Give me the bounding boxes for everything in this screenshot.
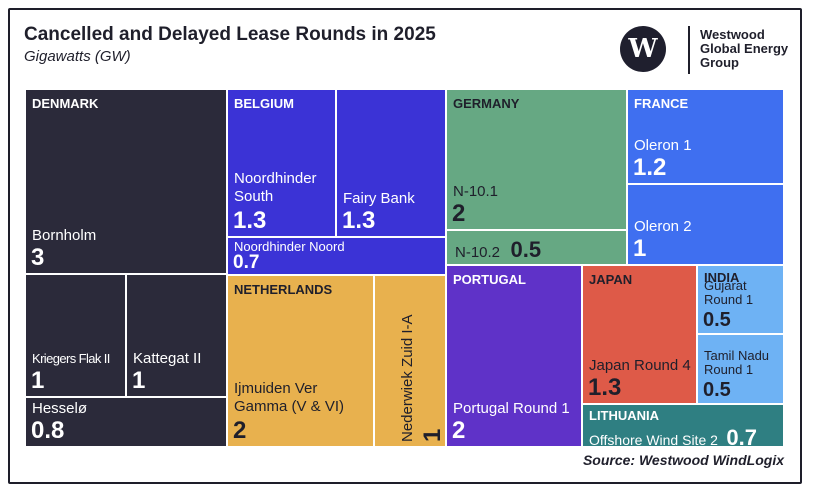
country-label-germany: GERMANY xyxy=(453,96,520,111)
treemap-cell-oleron-2: Oleron 2 1 xyxy=(626,183,785,266)
logo-divider xyxy=(688,26,690,74)
cell-name-n-10-2: N-10.2 xyxy=(455,244,501,261)
cell-value-offshore-wind-site-2: 0.7 xyxy=(726,425,757,448)
cell-name-noordhinder-noord: Noordhinder Noord xyxy=(234,239,345,254)
country-label-japan: JAPAN xyxy=(589,272,633,287)
country-label-portugal: PORTUGAL xyxy=(453,272,526,287)
cell-value-portugal-round-1: 2 xyxy=(452,417,466,444)
source-note: Source: Westwood WindLogix xyxy=(582,452,784,468)
cell-name-noordhinder-south: Noordhinder South xyxy=(234,170,317,205)
treemap-cell-japan-round-4: JAPAN Japan Round 4 1.3 xyxy=(581,264,698,405)
cell-value-kattegat-ii: 1 xyxy=(132,367,146,394)
treemap-cell-hesselo: Hesselø 0.8 xyxy=(24,396,228,448)
cell-value-fairy-bank: 1.3 xyxy=(342,207,376,234)
logo-line-2: Global Energy xyxy=(700,41,789,56)
westwood-logo-icon: W xyxy=(620,26,666,72)
cell-name-nederwiek-zuid: Nederwiek Zuid I-A xyxy=(399,314,416,442)
cell-value-bornholm: 3 xyxy=(31,244,45,271)
cell-value-n-10-2: 0.5 xyxy=(510,237,542,262)
cell-value-kriegers-flak-ii: 1 xyxy=(31,367,45,394)
cell-name-bornholm: Bornholm xyxy=(32,227,97,244)
cell-name-japan-round-4: Japan Round 4 xyxy=(589,357,691,374)
treemap-cell-kriegers-flak-ii: Kriegers Flak II 1 xyxy=(24,273,127,398)
cell-name-n-10-1: N-10.1 xyxy=(453,183,499,200)
country-label-netherlands: NETHERLANDS xyxy=(234,282,333,297)
treemap-cell-fairy-bank: Fairy Bank 1.3 xyxy=(335,88,447,238)
cell-value-noordhinder-south: 1.3 xyxy=(233,207,267,234)
cell-name-oleron-2: Oleron 2 xyxy=(634,218,692,235)
treemap-cell-nederwiek-zuid: Nederwiek Zuid I-A 1 xyxy=(373,274,447,448)
cell-value-oleron-2: 1 xyxy=(633,235,647,262)
cell-name-portugal-round-1: Portugal Round 1 xyxy=(453,400,570,417)
cell-name-oleron-1: Oleron 1 xyxy=(634,137,692,154)
treemap-cell-n-10-1: GERMANY N-10.1 2 xyxy=(445,88,628,231)
treemap-cell-tamil-nadu-round-1: Tamil Nadu Round 1 0.5 xyxy=(696,333,785,405)
country-label-lithuania: LITHUANIA xyxy=(589,408,660,423)
cell-value-gujarat-round-1: 0.5 xyxy=(703,309,731,331)
country-label-france: FRANCE xyxy=(634,96,689,111)
cell-value-japan-round-4: 1.3 xyxy=(588,374,622,401)
cell-value-tamil-nadu-round-1: 0.5 xyxy=(703,379,731,401)
treemap-cell-kattegat-ii: Kattegat II 1 xyxy=(125,273,228,398)
country-label-belgium: BELGIUM xyxy=(234,96,294,111)
treemap-cell-noordhinder-south: BELGIUM Noordhinder South 1.3 xyxy=(226,88,337,238)
country-label-india: INDIA xyxy=(704,270,740,285)
cell-value-hesselo: 0.8 xyxy=(31,417,65,444)
cell-name-gujarat-round-1: Gujarat Round 1 xyxy=(704,278,754,307)
cell-name-fairy-bank: Fairy Bank xyxy=(343,190,415,207)
cell-value-oleron-1: 1.2 xyxy=(633,154,667,181)
treemap-cell-portugal-round-1: PORTUGAL Portugal Round 1 2 xyxy=(445,264,583,448)
cell-name-ijmuiden-ver-gamma: Ijmuiden Ver Gamma (V & VI) xyxy=(234,380,345,415)
treemap-cell-oleron-1: FRANCE Oleron 1 1.2 xyxy=(626,88,785,185)
treemap-cell-gujarat-round-1: INDIA Gujarat Round 1 0.5 xyxy=(696,264,785,335)
logo-line-3: Group xyxy=(700,55,739,70)
country-label-denmark: DENMARK xyxy=(32,96,99,111)
cell-name-tamil-nadu-round-1: Tamil Nadu Round 1 xyxy=(704,348,770,377)
cell-name-kattegat-ii: Kattegat II xyxy=(133,350,202,367)
treemap-cell-offshore-wind-site-2: LITHUANIA Offshore Wind Site 2 0.7 xyxy=(581,403,785,448)
chart-subtitle: Gigawatts (GW) xyxy=(24,48,131,65)
logo-line-1: Westwood xyxy=(700,27,765,42)
cell-value-noordhinder-noord: 0.7 xyxy=(233,252,260,273)
logo-wordmark: Westwood Global Energy Group xyxy=(700,28,800,70)
cell-value-n-10-1: 2 xyxy=(452,200,466,227)
treemap-cell-bornholm: DENMARK Bornholm 3 xyxy=(24,88,228,275)
cell-name-kriegers-flak-ii: Kriegers Flak II xyxy=(32,351,110,366)
treemap-cell-n-10-2: N-10.2 0.5 xyxy=(445,229,628,266)
treemap-cell-noordhinder-noord: Noordhinder Noord 0.7 xyxy=(226,236,447,276)
cell-value-ijmuiden-ver-gamma: 2 xyxy=(233,417,247,444)
cell-name-hesselo: Hesselø xyxy=(32,400,88,417)
treemap-cell-ijmuiden-ver-gamma: NETHERLANDS Ijmuiden Ver Gamma (V & VI) … xyxy=(226,274,375,448)
cell-value-nederwiek-zuid: 1 xyxy=(419,428,446,442)
chart-title: Cancelled and Delayed Lease Rounds in 20… xyxy=(24,24,436,45)
cell-name-offshore-wind-site-2: Offshore Wind Site 2 xyxy=(589,432,718,448)
